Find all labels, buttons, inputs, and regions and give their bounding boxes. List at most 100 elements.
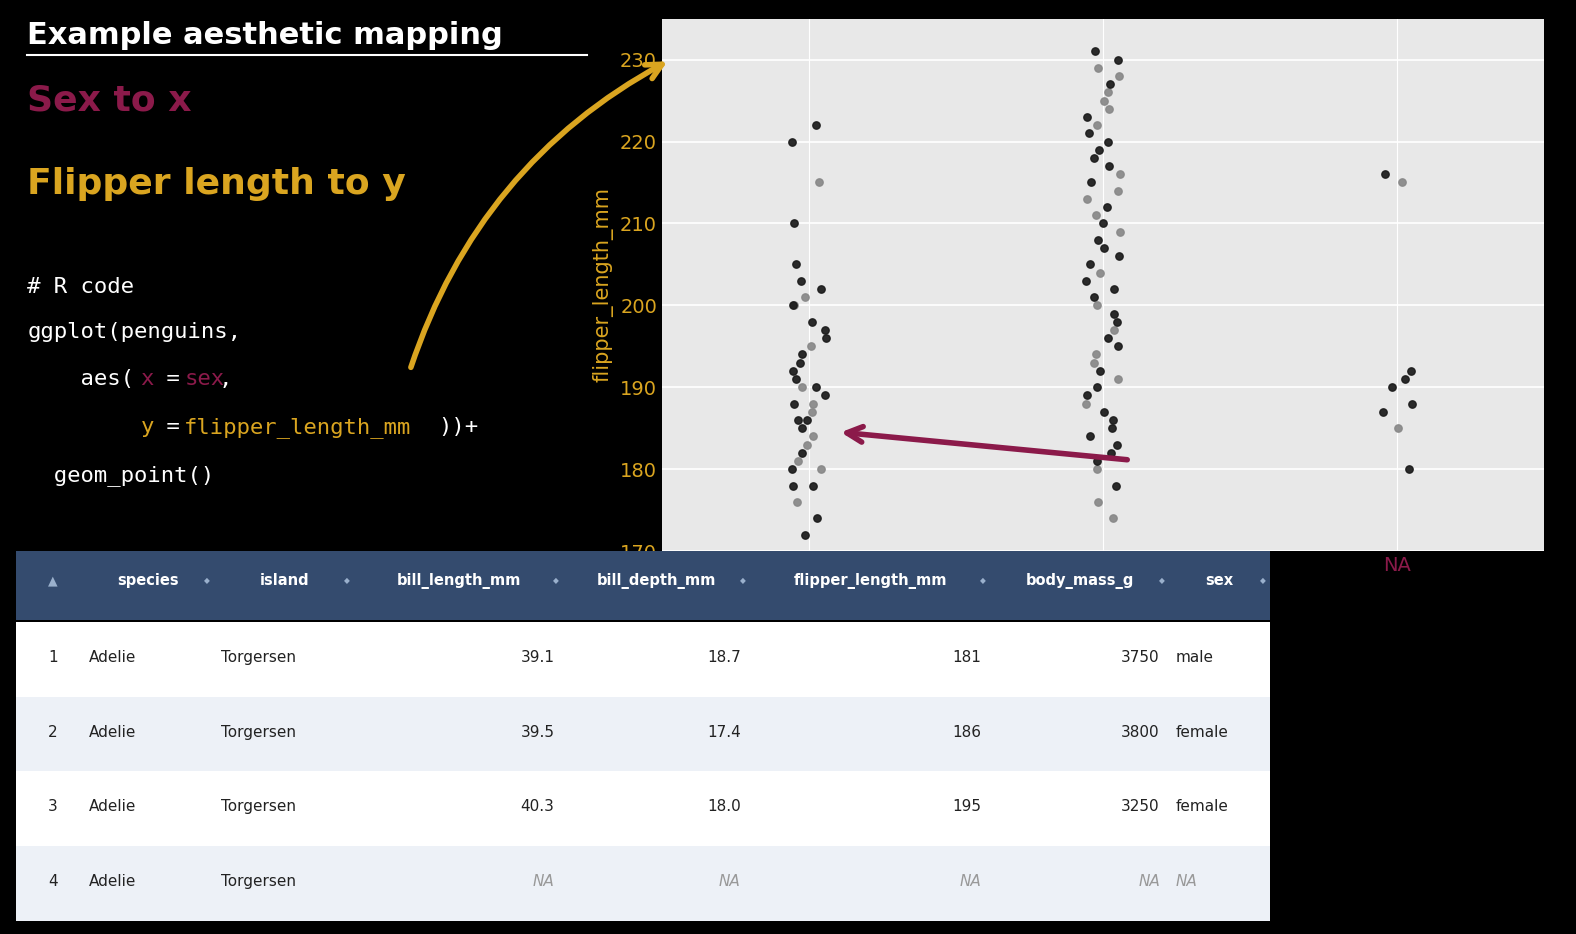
Point (1073, 274, 1098, 289)
Text: body_mass_g: body_mass_g (1026, 573, 1135, 589)
Text: island: island (260, 573, 309, 588)
Text: 39.5: 39.5 (520, 725, 555, 740)
Point (1097, 77, 1122, 92)
Point (1081, 355, 1106, 370)
Text: female: female (1176, 800, 1228, 814)
X-axis label: sex: sex (1086, 582, 1121, 601)
Text: bill_depth_mm: bill_depth_mm (597, 573, 717, 589)
Text: 4: 4 (49, 874, 58, 889)
Point (788, 274, 813, 289)
Point (1076, 126, 1102, 141)
Text: geom_point(): geom_point() (27, 465, 214, 487)
Text: Adelie: Adelie (88, 725, 136, 740)
Text: Torgersen: Torgersen (221, 874, 296, 889)
Point (1091, 93, 1116, 108)
Point (794, 413, 820, 428)
Point (805, 511, 831, 526)
Point (1100, 511, 1125, 526)
Text: 3: 3 (49, 800, 58, 814)
Point (782, 298, 807, 313)
Text: ggplot(penguins,: ggplot(penguins, (27, 321, 241, 342)
Text: Adelie: Adelie (88, 650, 136, 665)
Point (1073, 396, 1098, 411)
Point (1087, 363, 1113, 378)
Point (802, 380, 827, 395)
Point (1106, 248, 1132, 263)
Bar (16, 622, 1270, 697)
Point (1084, 380, 1110, 395)
Point (786, 413, 812, 428)
Text: flipper_length_mm: flipper_length_mm (184, 417, 411, 438)
Point (1091, 216, 1116, 231)
Text: 3750: 3750 (1121, 650, 1160, 665)
Point (1106, 52, 1132, 67)
Text: 17.4: 17.4 (708, 725, 741, 740)
Point (1084, 461, 1110, 476)
Point (1399, 396, 1425, 411)
Point (801, 478, 826, 493)
Point (1103, 478, 1128, 493)
Point (780, 461, 805, 476)
Text: =: = (153, 369, 194, 389)
Point (813, 388, 838, 403)
Point (1108, 167, 1133, 182)
Point (1084, 298, 1110, 313)
Point (1083, 347, 1108, 362)
Point (780, 478, 805, 493)
Text: ◆: ◆ (1158, 576, 1165, 586)
Text: 181: 181 (952, 650, 982, 665)
Point (797, 339, 823, 354)
Point (790, 380, 815, 395)
Point (1097, 159, 1122, 174)
Text: Adelie: Adelie (88, 874, 136, 889)
Text: Flipper length to y: Flipper length to y (27, 167, 407, 202)
Point (1102, 322, 1127, 337)
Text: 3250: 3250 (1121, 800, 1160, 814)
Point (1100, 420, 1125, 435)
Point (801, 396, 826, 411)
Text: =: = (153, 417, 194, 437)
Point (808, 281, 834, 296)
Point (1398, 363, 1423, 378)
Text: ◆: ◆ (739, 576, 745, 586)
Point (1076, 429, 1102, 444)
Text: 2: 2 (49, 725, 58, 740)
Point (1075, 388, 1100, 403)
Point (801, 429, 826, 444)
Point (805, 175, 831, 190)
Point (1083, 44, 1108, 59)
Point (1105, 372, 1130, 387)
Point (1105, 314, 1130, 329)
Text: NA: NA (960, 874, 982, 889)
Text: male: male (1176, 650, 1214, 665)
Point (783, 257, 808, 272)
Text: Adelie: Adelie (88, 800, 136, 814)
Point (1087, 265, 1113, 280)
Point (780, 363, 805, 378)
Point (812, 322, 837, 337)
Point (779, 134, 804, 149)
Point (783, 372, 808, 387)
Text: NA: NA (1138, 874, 1160, 889)
Point (790, 420, 815, 435)
Text: NA: NA (533, 874, 555, 889)
Point (1100, 413, 1125, 428)
Point (1102, 306, 1127, 321)
Text: bill_length_mm: bill_length_mm (397, 573, 522, 589)
Text: 18.7: 18.7 (708, 650, 741, 665)
Point (813, 331, 838, 346)
Text: 18.0: 18.0 (708, 800, 741, 814)
Bar (16, 771, 1270, 846)
Text: ◆: ◆ (203, 576, 210, 586)
Point (1086, 494, 1111, 509)
Text: ◆: ◆ (980, 576, 987, 586)
Bar (16, 846, 1270, 921)
Y-axis label: flipper_length_mm: flipper_length_mm (593, 188, 613, 382)
Text: ◆: ◆ (1259, 576, 1266, 586)
Text: ◆: ◆ (553, 576, 559, 586)
Point (790, 347, 815, 362)
Point (1106, 68, 1132, 83)
Text: sex: sex (1206, 573, 1234, 588)
Point (1084, 118, 1110, 133)
Text: NA: NA (719, 874, 741, 889)
